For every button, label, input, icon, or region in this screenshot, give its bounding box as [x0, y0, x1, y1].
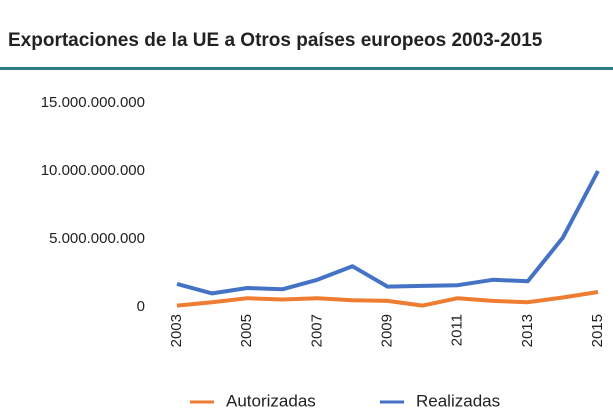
series-line [176, 290, 599, 308]
legend-label: Realizadas [416, 391, 500, 410]
x-tick-label: 2007 [308, 314, 325, 347]
y-tick-label: 0 [137, 298, 145, 315]
legend-label: Autorizadas [226, 391, 316, 410]
y-tick-label: 5.000.000.000 [49, 230, 145, 247]
x-tick-label: 2011 [449, 314, 466, 346]
x-tick-label: 2005 [238, 314, 255, 347]
chart-title: Exportaciones de la UE a Otros países eu… [8, 30, 543, 51]
series-line [176, 170, 600, 296]
x-tick-label: 2009 [378, 314, 395, 347]
x-tick-label: 2015 [589, 314, 606, 347]
y-tick-label: 15.000.000.000 [41, 94, 145, 111]
x-tick-label: 2003 [168, 314, 185, 347]
title-rule [0, 67, 613, 70]
y-tick-label: 10.000.000.000 [41, 162, 145, 179]
x-tick-label: 2013 [519, 314, 536, 347]
